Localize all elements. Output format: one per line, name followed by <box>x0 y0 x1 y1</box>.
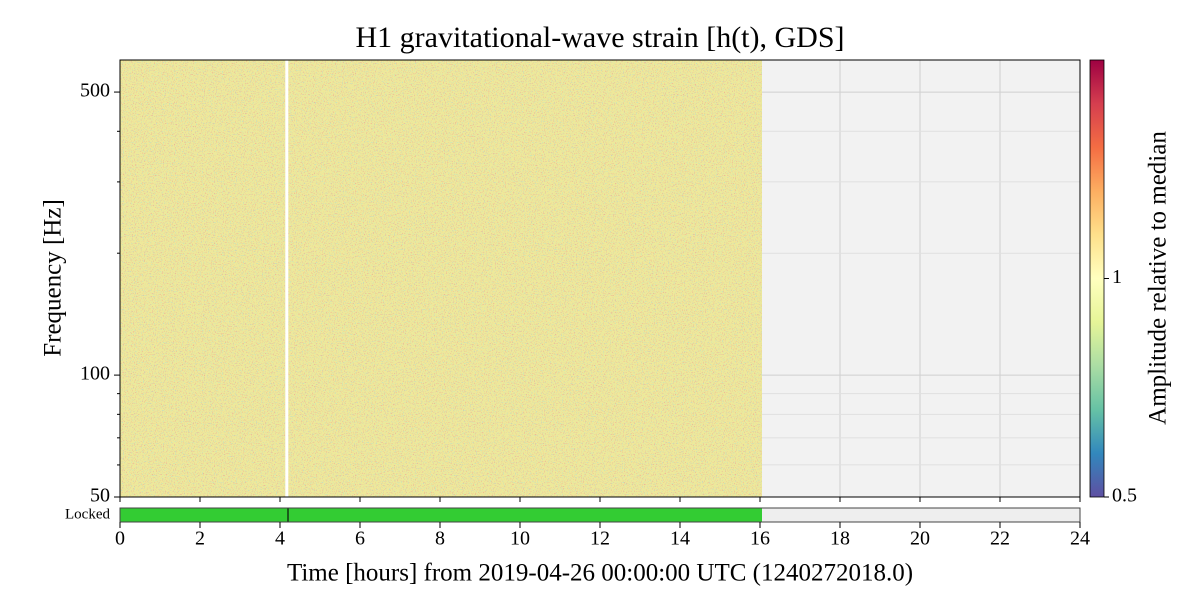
x-tick-label: 10 <box>510 528 530 550</box>
x-tick-label: 22 <box>990 528 1010 550</box>
x-tick-label: 12 <box>590 528 610 550</box>
y-axis-label: Frequency [Hz] <box>40 199 67 357</box>
x-tick-label: 0 <box>115 528 125 550</box>
colorbar-label: Amplitude relative to median <box>1145 131 1172 425</box>
x-tick-label: 8 <box>435 528 445 550</box>
colorbar <box>1089 59 1105 498</box>
x-tick-label: 14 <box>670 528 690 550</box>
x-tick-label: 6 <box>355 528 365 550</box>
colorbar-tick-label: 0.5 <box>1112 485 1137 507</box>
colorbar-tick-label: 1 <box>1112 266 1122 288</box>
segment <box>120 508 762 522</box>
y-tick-label: 100 <box>80 363 110 385</box>
y-tick-label: 50 <box>90 485 110 507</box>
x-tick-label: 4 <box>275 528 285 550</box>
x-tick-label: 18 <box>830 528 850 550</box>
x-axis-label: Time [hours] from 2019-04-26 00:00:00 UT… <box>287 560 913 587</box>
x-tick-label: 2 <box>195 528 205 550</box>
segment-label: Locked <box>65 506 110 522</box>
x-tick-label: 16 <box>750 528 770 550</box>
spectrogram-texture <box>120 60 762 497</box>
x-tick-label: 24 <box>1070 528 1090 550</box>
x-tick-label: 20 <box>910 528 930 550</box>
chart-title: H1 gravitational-wave strain [h(t), GDS] <box>355 21 844 54</box>
y-tick-label: 500 <box>80 80 110 102</box>
